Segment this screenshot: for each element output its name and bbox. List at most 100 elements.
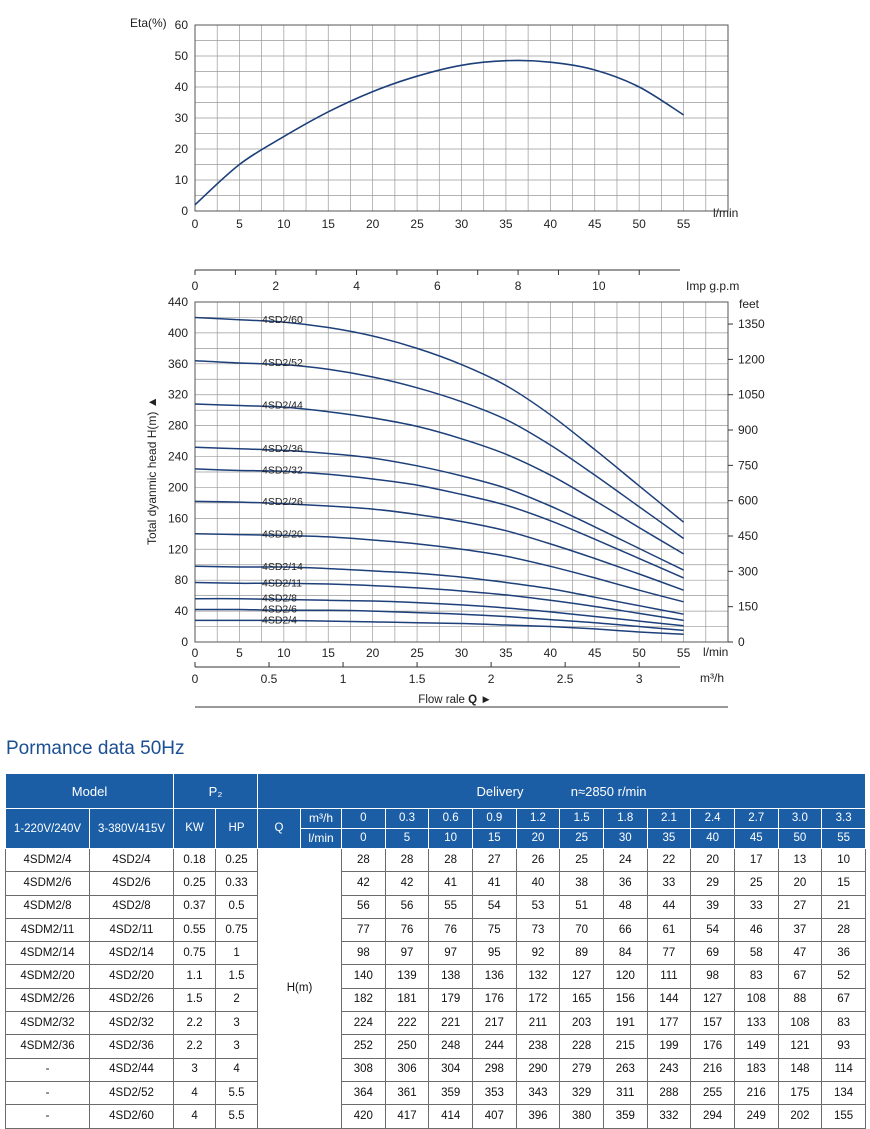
head-value-cell: 92 — [515, 941, 561, 966]
head-value-cell: 140 — [341, 964, 386, 989]
imp-gpm-tick-label: 4 — [353, 279, 360, 293]
table-row: 4SDM2/6 4SD2/6 0.25 0.33 42 42 41 41 40 38 36 33 29 2… — [5, 871, 866, 896]
head-value-cell: 172 — [515, 987, 561, 1013]
feet-tick-label: 1350 — [738, 317, 765, 331]
q-m3h-cell: 3.3 — [821, 808, 866, 829]
model-1ph-cell: 4SDM2/8 — [5, 894, 90, 919]
head-value-cell: 216 — [733, 1080, 779, 1106]
head-value-cell: 88 — [777, 987, 823, 1013]
head-value-cell: 359 — [602, 1104, 648, 1129]
head-value-cell: 202 — [777, 1104, 823, 1129]
x-tick-label: 40 — [544, 217, 558, 231]
head-value-cell: 33 — [733, 894, 779, 919]
head-value-cell: 36 — [602, 871, 648, 896]
y-tick-label: 0 — [181, 204, 188, 218]
head-value-cell: 396 — [515, 1104, 561, 1129]
head-value-cell: 76 — [428, 917, 473, 943]
head-value-cell: 311 — [602, 1080, 648, 1106]
efficiency-x-axis-label: l/min — [713, 206, 738, 220]
q-m3h-cell: 1.8 — [602, 808, 648, 829]
x-tick-label: 50 — [632, 217, 646, 231]
model-3ph-cell: 4SD2/52 — [88, 1080, 175, 1106]
table-row: 4SDM2/36 4SD2/36 2.2 3 252 250 248 244 238 228 215… — [5, 1034, 866, 1059]
m3h-tick-label: 1.5 — [409, 672, 426, 686]
hp-cell: 4 — [215, 1057, 259, 1082]
hp-cell: 1.5 — [215, 964, 259, 989]
head-curve — [194, 608, 684, 632]
head-value-cell: 44 — [646, 894, 692, 919]
kw-cell: 0.37 — [173, 894, 217, 919]
head-value-cell: 380 — [559, 1104, 604, 1129]
q-m3h-cell: 0 — [341, 808, 386, 829]
hp-cell: 3 — [215, 1011, 259, 1036]
kw-cell: 4 — [173, 1104, 217, 1129]
curve-label: 4SD2/52 — [262, 357, 303, 369]
head-value-cell: 28 — [428, 847, 473, 873]
head-value-cell: 255 — [690, 1080, 735, 1106]
q-header: Q — [257, 808, 302, 849]
model-1ph-cell: 4SDM2/4 — [5, 847, 90, 873]
head-value-cell: 51 — [559, 894, 604, 919]
kw-cell: 0.55 — [173, 917, 217, 943]
head-value-cell: 217 — [471, 1011, 517, 1036]
head-curve — [194, 359, 685, 540]
head-value-cell: 216 — [690, 1057, 735, 1082]
q-lmin-cell: 25 — [559, 828, 604, 849]
head-value-cell: 414 — [428, 1104, 473, 1129]
head-value-cell: 364 — [341, 1080, 386, 1106]
head-curves — [194, 316, 685, 636]
curve-label: 4SD2/26 — [262, 496, 303, 508]
q-lmin-cell: 0 — [341, 828, 386, 849]
head-value-cell: 46 — [733, 917, 779, 943]
head-value-cell: 41 — [471, 871, 517, 896]
hp-cell: 0.25 — [215, 847, 259, 873]
table-row: 4SDM2/20 4SD2/20 1.1 1.5 140 139 138 136 132 127 1… — [5, 964, 866, 989]
head-value-cell: 26 — [515, 847, 561, 873]
efficiency-grid — [194, 24, 729, 212]
kw-cell: 2.2 — [173, 1034, 217, 1059]
model-3ph-cell: 4SD2/4 — [88, 847, 175, 873]
head-value-cell: 120 — [602, 964, 648, 989]
y-tick-label: 120 — [168, 542, 188, 556]
y-tick-label: 400 — [168, 326, 188, 340]
imp-gpm-tick-label: 2 — [272, 279, 279, 293]
head-value-cell: 40 — [515, 871, 561, 896]
feet-tick-label: 1050 — [738, 388, 765, 402]
hp-cell: 0.5 — [215, 894, 259, 919]
y-tick-label: 280 — [168, 419, 188, 433]
q-m3h-cell: 0.6 — [428, 808, 473, 829]
imp-gpm-tick-label: 6 — [434, 279, 441, 293]
model-3ph-cell: 4SD2/6 — [88, 871, 175, 896]
table-row: -4SD2/60 4 5.5 420 417 414 407 396 380 359 332 294 2… — [5, 1104, 866, 1129]
head-value-cell: 73 — [515, 917, 561, 943]
imp-gpm-tick-label: 0 — [192, 279, 199, 293]
x-tick-label: 30 — [455, 646, 469, 660]
head-value-cell: 211 — [515, 1011, 561, 1036]
head-value-cell: 144 — [646, 987, 692, 1013]
head-value-cell: 108 — [777, 1011, 823, 1036]
q-m3h-cell: 2.4 — [690, 808, 735, 829]
head-value-cell: 420 — [341, 1104, 386, 1129]
kw-cell: 0.18 — [173, 847, 217, 873]
head-curve — [195, 619, 684, 636]
table-row: 4SDM2/8 4SD2/8 0.37 0.5 56 56 55 54 53 51 48 44 39 33… — [5, 894, 866, 919]
head-value-cell: 199 — [646, 1034, 692, 1059]
head-value-cell: 249 — [733, 1104, 779, 1129]
head-value-cell: 56 — [341, 894, 386, 919]
table-row: 4SDM2/26 4SD2/26 1.5 2 182 181 179 176 172 165 156… — [5, 987, 866, 1013]
performance-table: Model P₂ Delivery n≈2850 r/min 1-220V/24… — [4, 773, 866, 1129]
hp-header: HP — [215, 808, 259, 849]
head-value-cell: 25 — [559, 847, 604, 873]
x-tick-label: 5 — [236, 646, 243, 660]
head-value-cell: 84 — [602, 941, 648, 966]
head-curve — [194, 500, 684, 591]
head-value-cell: 248 — [428, 1034, 473, 1059]
head-value-cell: 55 — [428, 894, 473, 919]
flow-rate-label: Flow rale Q ► — [418, 694, 491, 706]
x-tick-label: 40 — [544, 646, 558, 660]
head-value-cell: 17 — [733, 847, 779, 873]
head-value-cell: 407 — [471, 1104, 517, 1129]
head-value-cell: 15 — [821, 871, 866, 896]
head-curve — [194, 468, 684, 579]
curve-label: 4SD2/6 — [262, 604, 297, 616]
